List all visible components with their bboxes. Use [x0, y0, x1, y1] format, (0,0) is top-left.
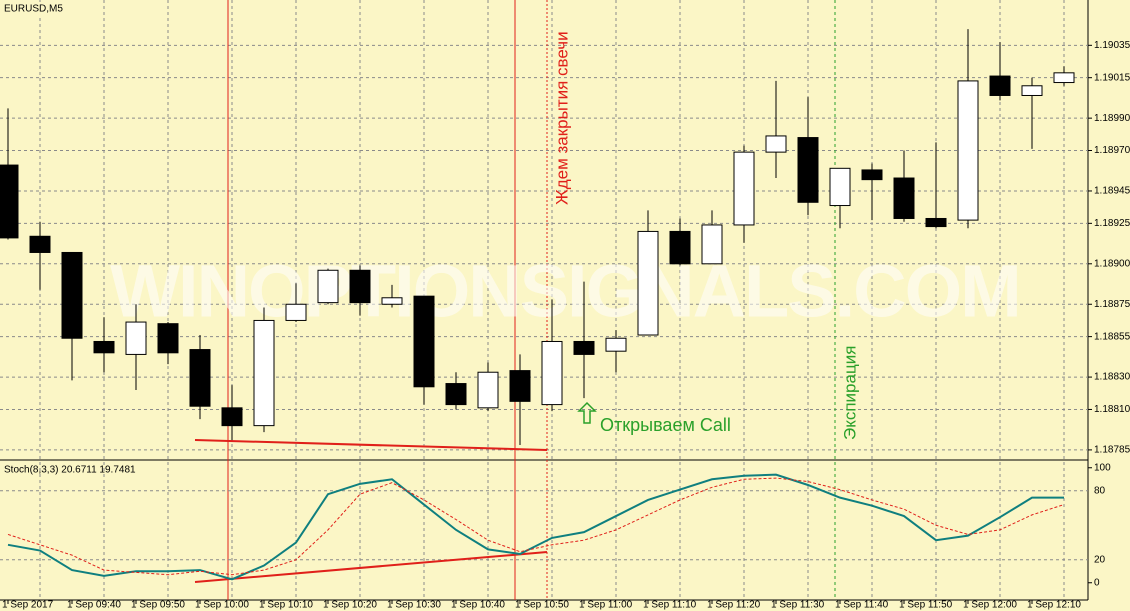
candle-body	[221, 407, 243, 427]
y-tick-label: 100	[1094, 462, 1111, 473]
y-tick-label: 1.18830	[1094, 372, 1130, 383]
y-tick-label: 1.18875	[1094, 299, 1130, 310]
candle-body	[669, 230, 691, 265]
candle-body	[317, 269, 339, 304]
chart-title: Stoch(8,3,3) 20.6711 19.7481	[4, 465, 136, 476]
candle-body	[637, 230, 659, 336]
x-tick-label: 1 Sep 11:10	[643, 599, 697, 610]
candle-body	[413, 295, 435, 388]
candle-body	[1053, 72, 1075, 84]
x-tick-label: 1 Sep 09:50	[131, 599, 185, 610]
x-tick-label: 1 Sep 2017	[2, 599, 54, 610]
candle-body	[701, 224, 723, 265]
title-bg	[1, 2, 73, 15]
x-tick-label: 1 Sep 11:20	[707, 599, 761, 610]
annotation: Экспирация	[840, 346, 859, 440]
candle-body	[509, 370, 531, 402]
candle-body	[573, 340, 595, 355]
candle-body	[349, 269, 371, 304]
candle-body	[61, 251, 83, 339]
trend-line	[194, 439, 548, 451]
candle-body	[861, 169, 883, 181]
x-tick-label: 1 Sep 10:20	[323, 599, 377, 610]
candle-body	[733, 151, 755, 226]
y-tick-label: 0	[1094, 577, 1100, 588]
candle-body	[0, 164, 19, 239]
y-tick-label: 1.18945	[1094, 186, 1130, 197]
candle-body	[445, 383, 467, 406]
candle-body	[189, 349, 211, 407]
stoch-line	[7, 477, 1065, 576]
annotation: Открываем Call	[600, 415, 731, 435]
y-tick-label: 1.18970	[1094, 145, 1130, 156]
y-tick-label: 1.18785	[1094, 445, 1130, 456]
y-tick-label: 1.19035	[1094, 40, 1130, 51]
candle-body	[125, 321, 147, 355]
candle-body	[285, 303, 307, 321]
candle-body	[605, 337, 627, 352]
candle-body	[1021, 85, 1043, 96]
trend-line	[194, 551, 548, 583]
y-tick-label: 1.18925	[1094, 218, 1130, 229]
candle-body	[29, 235, 51, 253]
candle-body	[925, 217, 947, 228]
y-tick-label: 1.18990	[1094, 113, 1130, 124]
x-tick-label: 1 Sep 11:50	[899, 599, 953, 610]
y-tick-label: 20	[1094, 554, 1106, 565]
candle-body	[957, 80, 979, 221]
x-tick-label: 1 Sep 11:40	[835, 599, 889, 610]
x-tick-label: 1 Sep 10:40	[451, 599, 505, 610]
x-tick-label: 1 Sep 10:30	[387, 599, 441, 610]
x-tick-label: 1 Sep 10:10	[259, 599, 313, 610]
x-tick-label: 1 Sep 11:00	[579, 599, 633, 610]
y-tick-label: 1.18900	[1094, 258, 1130, 269]
candle-body	[93, 340, 115, 354]
y-tick-label: 1.18855	[1094, 331, 1130, 342]
candle-body	[477, 371, 499, 409]
stoch-line	[7, 473, 1064, 581]
candle-body	[989, 75, 1011, 96]
candle-body	[797, 137, 819, 203]
y-tick-label: 80	[1094, 485, 1106, 496]
candle-body	[765, 135, 787, 153]
candle-body	[381, 297, 403, 305]
x-tick-label: 1 Sep 10:00	[195, 599, 249, 610]
candle-body	[253, 319, 275, 427]
x-tick-label: 1 Sep 12:00	[963, 599, 1017, 610]
candle-body	[829, 167, 851, 207]
candle-body	[541, 340, 563, 406]
chart-title: EURUSD,M5	[4, 4, 63, 15]
x-tick-label: 1 Sep 11:30	[771, 599, 825, 610]
annotation: Ждем закрытия свечи	[552, 31, 571, 205]
y-tick-label: 1.18810	[1094, 404, 1130, 415]
candle-body	[893, 177, 915, 219]
y-tick-label: 1.19015	[1094, 72, 1130, 83]
candle-body	[157, 323, 179, 354]
watermark: WINOPTIONSIGNALS.COM	[110, 250, 1020, 333]
x-tick-label: 1 Sep 09:40	[67, 599, 121, 610]
arrow-icon	[577, 401, 597, 424]
x-tick-label: 1 Sep 10:50	[515, 599, 569, 610]
x-tick-label: 1 Sep 12:10	[1027, 599, 1081, 610]
